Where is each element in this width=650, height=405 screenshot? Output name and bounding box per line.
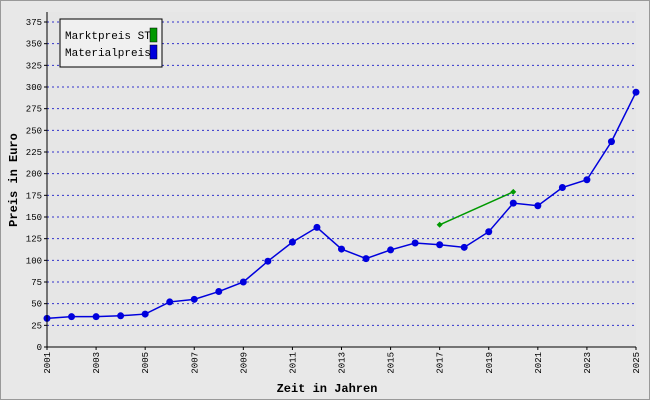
- marker: [264, 257, 272, 265]
- marker: [141, 310, 149, 318]
- marker: [509, 199, 517, 207]
- x-tick-label: 2005: [141, 352, 151, 374]
- marker: [362, 255, 370, 263]
- marker: [436, 241, 444, 249]
- marker: [583, 176, 591, 184]
- marker: [166, 298, 174, 306]
- y-tick-label: 150: [26, 213, 42, 223]
- legend-label: Marktpreis ST: [65, 31, 151, 43]
- marker: [485, 228, 493, 236]
- y-tick-label: 325: [26, 61, 42, 71]
- y-tick-label: 25: [31, 321, 42, 331]
- marker: [387, 246, 395, 254]
- marker: [338, 245, 345, 253]
- marker: [632, 88, 640, 96]
- y-tick-label: 75: [31, 278, 42, 288]
- marker: [117, 312, 125, 320]
- marker: [68, 313, 76, 321]
- y-tick-label: 300: [26, 83, 42, 93]
- x-tick-label: 2025: [632, 352, 642, 374]
- marker: [215, 288, 223, 296]
- marker: [239, 278, 247, 286]
- line: [439, 191, 514, 226]
- legend: [59, 18, 163, 68]
- y-tick-label: 0: [37, 343, 42, 353]
- x-tick-label: 2021: [534, 352, 544, 374]
- x-tick-label: 2009: [239, 352, 249, 374]
- x-tick-label: 2019: [485, 352, 495, 374]
- x-tick-label: 2013: [338, 352, 348, 374]
- y-tick-label: 225: [26, 148, 42, 158]
- marker: [288, 238, 296, 246]
- x-tick-label: 2017: [436, 352, 446, 374]
- y-tick-label: 125: [26, 235, 42, 245]
- y-tick-label: 375: [26, 18, 42, 28]
- legend-swatch: [149, 27, 158, 43]
- x-tick-label: 2011: [288, 352, 298, 374]
- marker: [313, 223, 321, 231]
- marker: [436, 221, 443, 228]
- marker: [510, 188, 517, 195]
- y-tick-label: 175: [26, 191, 42, 201]
- marker: [534, 202, 542, 210]
- marker: [92, 313, 100, 321]
- y-tick-label: 100: [26, 256, 42, 266]
- y-tick-label: 350: [26, 40, 42, 50]
- marker: [190, 295, 198, 303]
- y-tick-label: 250: [26, 126, 42, 136]
- x-tick-label: 2023: [583, 352, 593, 374]
- x-tick-label: 2007: [190, 352, 200, 374]
- y-tick-label: 275: [26, 105, 42, 115]
- marker: [607, 138, 615, 146]
- y-tick-label: 200: [26, 170, 42, 180]
- legend-swatch: [149, 44, 158, 60]
- marker: [558, 184, 566, 192]
- x-tick-label: 2001: [43, 352, 53, 374]
- plot-area: [47, 12, 636, 347]
- x-tick-label: 2015: [387, 352, 397, 374]
- x-tick-label: 2003: [92, 352, 102, 374]
- legend-label: Materialpreis: [65, 48, 151, 60]
- marker: [460, 243, 468, 251]
- marker: [411, 239, 419, 247]
- y-axis-title: Preis in Euro: [7, 133, 21, 227]
- y-tick-label: 50: [31, 300, 42, 310]
- x-axis-title: Zeit in Jahren: [277, 382, 378, 396]
